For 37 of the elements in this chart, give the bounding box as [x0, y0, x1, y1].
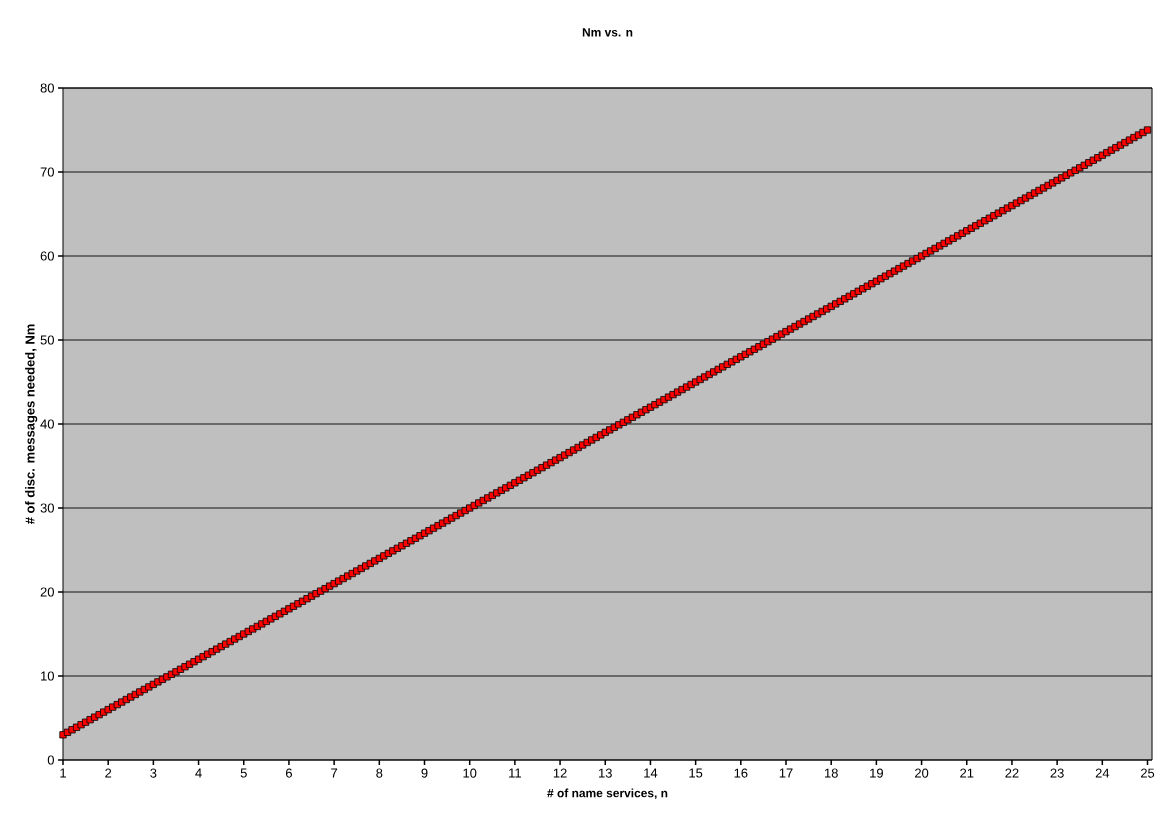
x-tick-label: 25 [1140, 768, 1155, 778]
x-tick-label: 6 [285, 768, 292, 778]
x-tick-label: 21 [960, 768, 974, 778]
x-tick-label: 3 [150, 768, 157, 778]
x-tick-label: 20 [915, 768, 929, 778]
x-tick-label: 7 [331, 768, 338, 778]
x-tick-label: 15 [689, 768, 703, 778]
x-tick-label: 23 [1050, 768, 1064, 778]
y-tick-label: 60 [40, 251, 54, 261]
x-tick-label: 1 [60, 768, 66, 778]
y-tick-label: 20 [40, 587, 54, 597]
y-tick-label: 10 [41, 671, 54, 681]
x-tick-label: 18 [824, 768, 838, 778]
x-tick-label: 10 [463, 768, 477, 778]
chart-title: Nm vs. n [582, 28, 633, 37]
x-tick-label: 2 [105, 768, 112, 778]
x-tick-label: 13 [599, 768, 612, 778]
y-tick-label: 40 [40, 419, 54, 429]
y-tick-label: 50 [40, 335, 54, 345]
y-tick-label: 30 [40, 503, 54, 513]
x-tick-label: 9 [421, 768, 428, 778]
x-tick-label: 14 [644, 768, 658, 778]
x-tick-label: 11 [509, 768, 521, 778]
x-tick-label: 17 [779, 768, 793, 778]
y-tick-label: 70 [40, 167, 54, 177]
x-tick-label: 22 [1005, 768, 1019, 778]
x-tick-label: 19 [870, 768, 883, 778]
x-axis-title: # of name services, n [547, 788, 668, 800]
x-tick-label: 16 [734, 768, 748, 778]
y-tick-label: 0 [47, 755, 54, 765]
x-tick-label: 4 [195, 768, 202, 778]
y-axis-title: # of disc. messages needed, Nm [25, 324, 38, 525]
x-tick-label: 24 [1095, 768, 1110, 778]
x-tick-label: 12 [553, 768, 567, 778]
x-tick-label: 8 [376, 768, 383, 778]
y-tick-label: 80 [40, 83, 54, 93]
x-tick-label: 5 [240, 768, 247, 778]
